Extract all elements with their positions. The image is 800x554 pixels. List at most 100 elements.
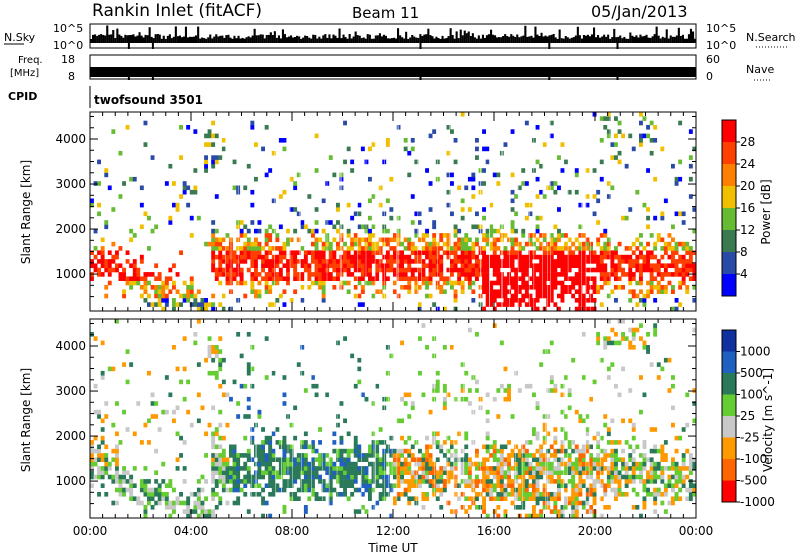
power-cell	[250, 246, 255, 251]
velocity-cell	[97, 474, 101, 480]
power-cell	[439, 267, 444, 273]
velocity-cell	[585, 500, 590, 506]
velocity-cell	[282, 487, 287, 493]
power-cell	[278, 267, 283, 273]
noise-bar	[160, 38, 163, 43]
power-cell	[599, 116, 604, 121]
power-cell	[278, 246, 283, 251]
noise-bar	[112, 30, 115, 43]
velocity-cell	[535, 487, 540, 493]
velocity-cell	[674, 435, 679, 441]
power-cell	[389, 237, 394, 243]
power-cell	[268, 224, 273, 230]
noise-bar	[142, 37, 145, 43]
power-cell	[410, 220, 415, 225]
power-cell	[293, 276, 298, 281]
power-cell	[360, 237, 365, 243]
power-cell	[293, 250, 298, 255]
power-cell	[435, 254, 440, 260]
power-cell	[157, 298, 162, 303]
power-cell	[271, 276, 276, 281]
power-cell	[97, 267, 101, 273]
velocity-cell	[332, 466, 337, 471]
power-cell	[311, 241, 315, 247]
power-cell	[289, 254, 294, 260]
power-cell	[389, 215, 394, 221]
power-cell	[450, 129, 454, 134]
velocity-cell	[357, 509, 362, 514]
power-cell	[278, 250, 283, 255]
velocity-cell	[532, 427, 536, 432]
power-cell	[218, 263, 223, 268]
velocity-cell	[435, 444, 440, 450]
power-cell	[314, 259, 319, 264]
velocity-cell	[649, 479, 654, 484]
velocity-cell	[196, 496, 201, 501]
power-cell	[343, 280, 347, 286]
noise-bar	[199, 38, 202, 43]
velocity-cell	[656, 375, 661, 380]
velocity-cell	[364, 396, 369, 402]
velocity-cell	[532, 492, 536, 497]
power-cell	[628, 254, 633, 260]
power-cell	[581, 233, 586, 238]
velocity-cell	[182, 466, 187, 471]
velocity-cell	[211, 466, 216, 471]
power-cell	[574, 259, 579, 264]
velocity-cell	[343, 474, 347, 480]
noise-bar	[108, 34, 111, 43]
velocity-ytick-label: 2000	[55, 429, 86, 443]
velocity-cell	[639, 479, 643, 484]
velocity-cell	[571, 513, 576, 519]
power-cell	[642, 263, 647, 268]
power-cell	[350, 237, 355, 243]
velocity-cell	[606, 474, 611, 480]
power-cell	[275, 259, 280, 264]
velocity-cell	[681, 483, 686, 488]
power-cell	[492, 254, 497, 260]
power-cell	[450, 267, 454, 273]
velocity-cell	[346, 466, 351, 471]
noise-bar	[467, 31, 470, 43]
power-cell	[678, 176, 683, 182]
velocity-cell	[161, 492, 166, 497]
velocity-cell	[175, 496, 180, 501]
power-cell	[571, 250, 576, 255]
power-cell	[557, 228, 561, 234]
velocity-cell	[264, 457, 269, 462]
velocity-cell	[617, 392, 622, 398]
velocity-cell	[410, 479, 415, 484]
power-cell	[564, 254, 568, 260]
noise-bar	[384, 35, 387, 43]
noise-bar	[166, 35, 169, 43]
velocity-cell	[239, 487, 244, 493]
noise-bar	[591, 34, 594, 43]
velocity-cell	[196, 362, 201, 367]
velocity-cell	[375, 383, 380, 389]
velocity-cell	[218, 470, 223, 475]
power-cell	[464, 241, 469, 247]
velocity-cell	[97, 457, 101, 462]
power-cell	[264, 263, 269, 268]
power-cell	[653, 267, 658, 273]
velocity-cell	[542, 461, 547, 467]
noise-bar	[623, 36, 626, 43]
power-cell	[214, 133, 219, 139]
power-cell	[453, 224, 458, 230]
velocity-cell	[418, 474, 422, 480]
power-cell	[546, 250, 551, 255]
power-cell	[524, 259, 529, 264]
power-cell	[535, 194, 540, 199]
power-cell	[542, 237, 547, 243]
power-cell	[125, 276, 130, 281]
power-cell	[179, 302, 183, 307]
power-cell	[457, 254, 462, 260]
noise-bar	[651, 36, 654, 43]
velocity-cell	[129, 492, 134, 497]
velocity-cell	[589, 487, 593, 493]
power-cell	[467, 207, 472, 212]
velocity-cell	[610, 466, 615, 471]
power-cell	[446, 280, 451, 286]
power-cell	[364, 224, 369, 230]
power-cell	[646, 293, 650, 299]
